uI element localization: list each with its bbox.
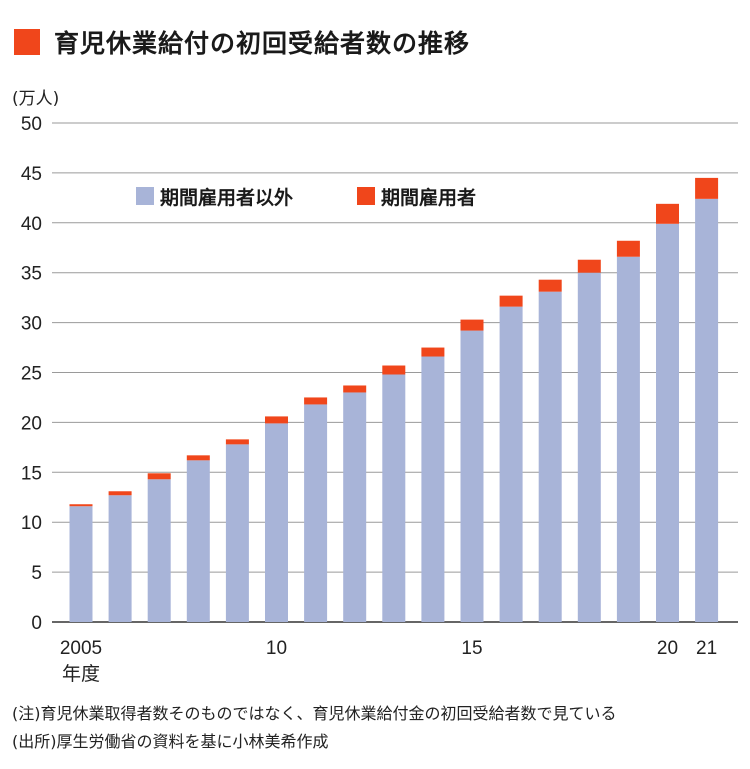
x-tick-label: 15 (461, 638, 482, 659)
bar-fixed-term (656, 203, 679, 224)
y-tick-label: 35 (21, 264, 42, 285)
bar-non-fixed-term (304, 404, 328, 622)
bar-non-fixed-term (460, 330, 484, 622)
bar-non-fixed-term (147, 479, 171, 622)
y-tick-label: 50 (21, 114, 42, 135)
bar-non-fixed-term (538, 291, 562, 622)
x-tick-label: 21 (696, 638, 717, 659)
x-tick-label: 20 (657, 638, 678, 659)
y-tick-label: 40 (21, 214, 42, 235)
legend-fixed-term-label: 期間雇用者 (381, 186, 476, 209)
y-tick-label: 5 (31, 563, 42, 584)
x-tick-label: 2005 (60, 638, 102, 659)
legend-non-fixed-term-label: 期間雇用者以外 (160, 186, 293, 209)
bar-non-fixed-term (656, 223, 679, 622)
bar-non-fixed-term (69, 506, 93, 622)
chart-title: 育児休業給付の初回受給者数の推移 (54, 29, 471, 58)
bar-fixed-term (695, 177, 719, 199)
bar-fixed-term (616, 240, 640, 257)
y-tick-label: 10 (21, 513, 42, 534)
x-tick-label: 10 (266, 638, 287, 659)
y-axis-unit-label: (万人) (12, 89, 60, 109)
legend-fixed-term-swatch (357, 187, 375, 205)
bar-non-fixed-term (616, 256, 640, 622)
bar-non-fixed-term (577, 272, 601, 622)
bar-fixed-term (225, 439, 249, 445)
bar-non-fixed-term (265, 423, 288, 622)
bar-non-fixed-term (499, 306, 523, 622)
bar-chart: 0 5 10 15 20 25 30 35 40 45 50 2005 年度 10 15 20 21 期間雇用者以… (21, 114, 738, 685)
bar-fixed-term (538, 279, 562, 292)
bar-non-fixed-term (695, 198, 719, 622)
bar-fixed-term (265, 416, 288, 424)
bar-non-fixed-term (186, 460, 210, 622)
y-tick-label: 0 (31, 613, 42, 634)
y-tick-label: 15 (21, 463, 42, 484)
bar-non-fixed-term (382, 374, 406, 622)
title-marker (14, 29, 40, 55)
bar-fixed-term (382, 365, 406, 375)
bar-fixed-term (577, 259, 601, 273)
y-tick-label: 25 (21, 364, 42, 385)
footnote-source: (出所)厚生労働省の資料を基に小林美希作成 (12, 732, 329, 751)
footnote-note: (注)育児休業取得者数そのものではなく、育児休業給付金の初回受給者数で見ている (12, 704, 617, 723)
bar-non-fixed-term (108, 495, 132, 622)
bar-fixed-term (343, 385, 367, 393)
bar-fixed-term (421, 347, 445, 357)
y-tick-label: 20 (21, 413, 42, 434)
bar-fixed-term (69, 504, 93, 507)
bar-fixed-term (499, 295, 523, 307)
bar-fixed-term (304, 397, 328, 405)
bar-fixed-term (460, 319, 484, 331)
y-tick-label: 45 (21, 164, 42, 185)
bar-non-fixed-term (421, 356, 445, 622)
bar-fixed-term (186, 455, 210, 461)
bar-non-fixed-term (343, 392, 367, 622)
x-axis-unit-label: 年度 (62, 663, 100, 685)
legend-non-fixed-term-swatch (136, 187, 154, 205)
bar-non-fixed-term (225, 444, 249, 622)
chart-title-wrap: 育児休業給付の初回受給者数の推移 (14, 24, 470, 60)
bar-fixed-term (147, 473, 171, 480)
y-tick-label: 30 (21, 314, 42, 335)
bar-fixed-term (108, 491, 132, 496)
